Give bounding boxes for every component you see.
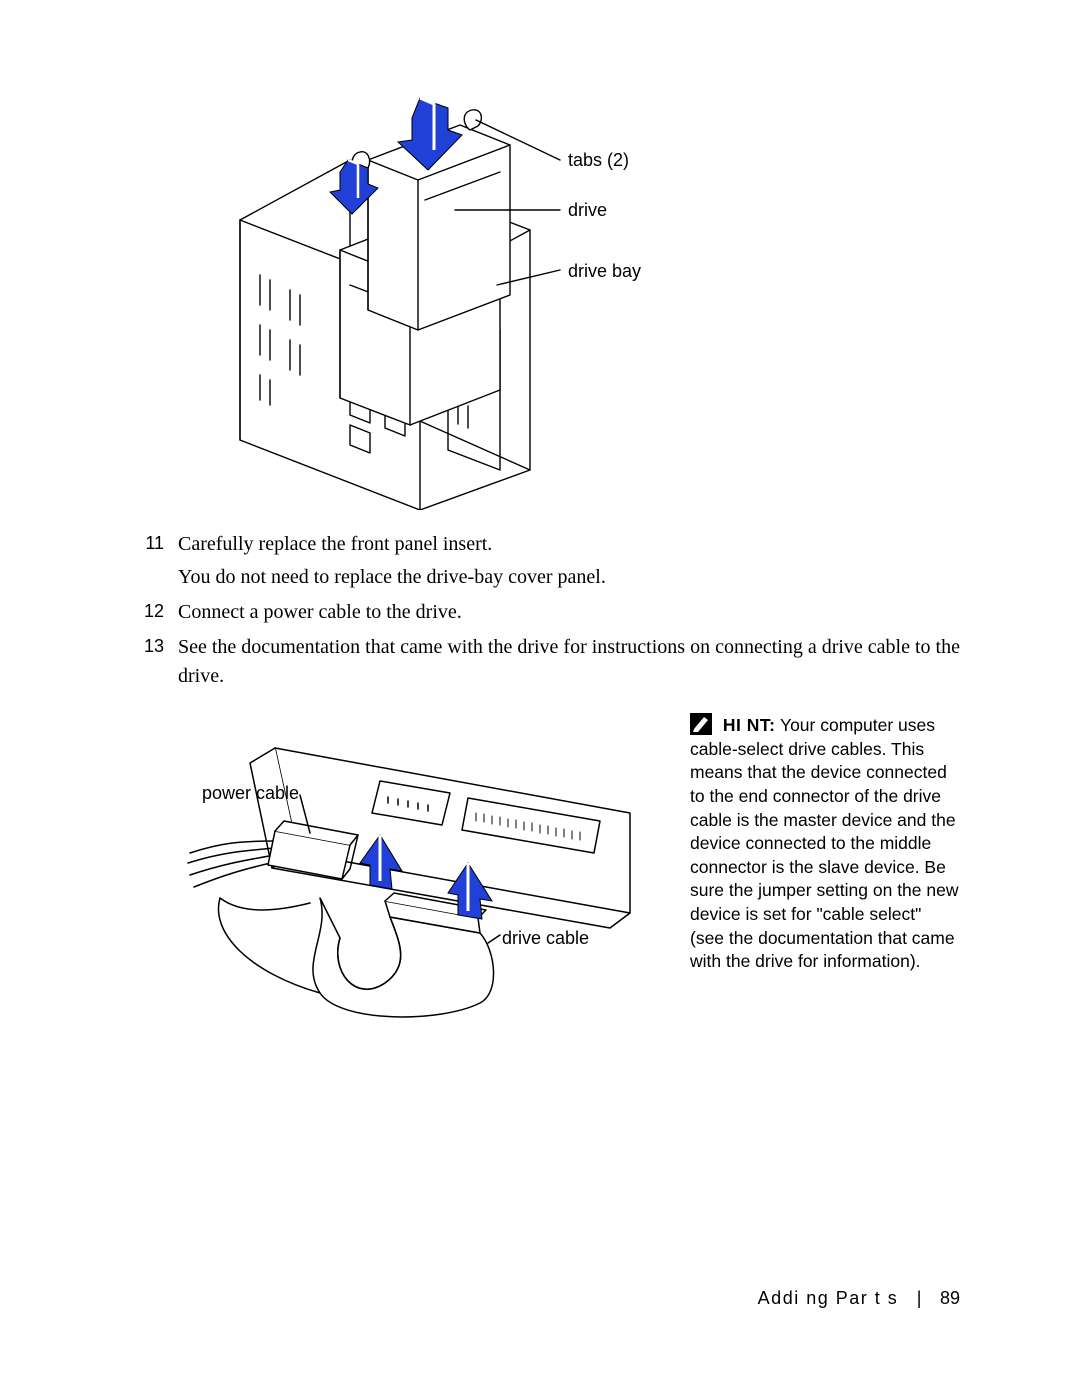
callout-drive-bay: drive bay [568, 261, 641, 282]
callout-power-cable: power cable [202, 783, 299, 804]
lower-area: power cable drive cable HI NT: Your comp… [140, 703, 970, 1033]
step-note: You do not need to replace the drive-bay… [178, 563, 970, 592]
footer-separator: | [905, 1288, 934, 1308]
callout-tabs: tabs (2) [568, 150, 629, 171]
figure-cable-connections: power cable drive cable [180, 703, 660, 1033]
step-11: 11 Carefully replace the front panel ins… [130, 530, 970, 592]
drive-bay-illustration [200, 90, 760, 510]
footer-section: Addi ng Par t s [758, 1288, 899, 1308]
hint-box: HI NT: Your computer uses cable-select d… [690, 709, 970, 974]
page-footer: Addi ng Par t s | 89 [758, 1288, 960, 1309]
footer-page-number: 89 [940, 1288, 960, 1308]
step-13: 13 See the documentation that came with … [130, 633, 970, 691]
cable-illustration [180, 703, 660, 1033]
step-number: 13 [130, 633, 178, 691]
hint-icon [690, 713, 712, 735]
step-number: 12 [130, 598, 178, 627]
callout-drive: drive [568, 200, 607, 221]
step-text: See the documentation that came with the… [178, 633, 970, 691]
hint-label: HI NT: [723, 715, 776, 735]
step-text: Connect a power cable to the drive. [178, 598, 970, 627]
ribbon-cable-drawing [218, 893, 493, 1017]
figure-drive-into-bay: tabs (2) drive drive bay [200, 90, 970, 520]
callout-drive-cable: drive cable [502, 928, 589, 949]
hint-text: Your computer uses cable-select drive ca… [690, 715, 959, 971]
instruction-steps: 11 Carefully replace the front panel ins… [130, 530, 970, 691]
step-number: 11 [130, 530, 178, 592]
step-12: 12 Connect a power cable to the drive. [130, 598, 970, 627]
manual-page: tabs (2) drive drive bay 11 Carefully re… [0, 0, 1080, 1397]
step-text: Carefully replace the front panel insert… [178, 530, 970, 559]
